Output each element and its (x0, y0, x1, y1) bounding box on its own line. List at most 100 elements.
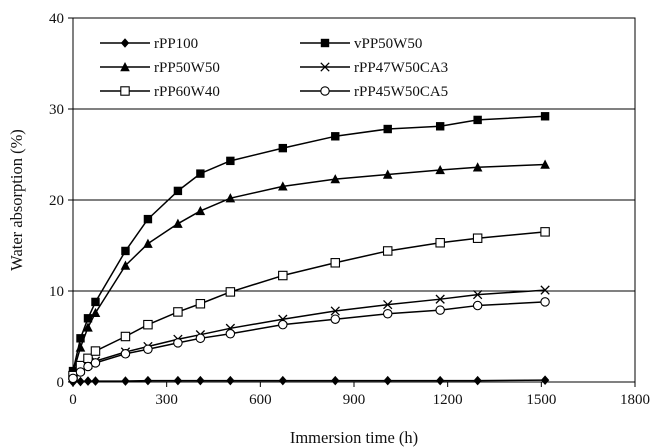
data-point-rPP45W50CA5-2 (83, 361, 93, 372)
data-point-vPP50W50-7 (196, 169, 205, 178)
y-tick-label-40: 40 (49, 11, 64, 27)
data-point-rPP50W50-7 (195, 205, 206, 216)
data-point-rPP45W50CA5-10 (330, 314, 341, 324)
data-point-rPP50W50-13 (472, 162, 483, 172)
data-point-rPP100-2 (83, 376, 93, 386)
data-point-rPP50W50-4 (120, 260, 131, 270)
data-point-rPP100-1 (76, 376, 85, 387)
data-point-rPP60W40-9 (278, 270, 288, 281)
data-point-vPP50W50-14 (540, 112, 550, 121)
x-tick-label-300: 300 (155, 392, 178, 408)
data-point-vPP50W50-10 (331, 132, 340, 141)
legend-label-rPP100: rPP100 (154, 36, 198, 52)
series-line-vPP50W50 (72, 115, 546, 372)
data-point-rPP60W40-4 (120, 331, 131, 342)
data-point-vPP50W50-11 (383, 124, 392, 134)
data-point-rPP60W40-10 (330, 258, 341, 268)
y-tick-label-20: 20 (49, 193, 64, 209)
data-point-vPP50W50-13 (473, 115, 482, 125)
x-tick-label-0: 0 (69, 392, 77, 408)
data-point-rPP45W50CA5-7 (195, 333, 206, 344)
data-point-rPP45W50CA5-14 (540, 297, 550, 307)
series-line-rPP45W50CA5 (72, 301, 546, 379)
series-rPP45W50CA5 (68, 297, 550, 384)
legend-marker-rPP45W50CA5 (320, 86, 330, 96)
data-point-vPP50W50-3 (91, 297, 100, 307)
series-rPP100 (68, 375, 550, 387)
data-point-rPP50W50-11 (382, 169, 393, 179)
data-point-rPP45W50CA5-3 (90, 358, 101, 368)
data-point-rPP100-9 (278, 375, 288, 386)
data-point-rPP50W50-12 (435, 164, 445, 175)
data-point-rPP60W40-8 (225, 287, 236, 297)
data-point-rPP50W50-1 (75, 342, 86, 352)
data-point-rPP60W40-14 (540, 227, 550, 237)
legend-entry-rPP60W40: rPP60W40 (100, 84, 220, 100)
data-point-rPP45W50CA5-5 (143, 344, 153, 354)
legend-label-rPP45W50CA5: rPP45W50CA5 (354, 84, 448, 100)
data-point-rPP60W40-3 (90, 346, 101, 356)
data-point-rPP60W40-13 (472, 233, 483, 243)
data-point-rPP45W50CA5-1 (75, 367, 86, 377)
data-point-rPP45W50CA5-6 (173, 338, 183, 348)
data-series (68, 112, 550, 387)
x-tick-label-600: 600 (249, 392, 272, 408)
data-point-rPP50W50-8 (225, 193, 236, 203)
x-tick-label-1500: 1500 (526, 392, 556, 408)
x-tick-label-900: 900 (343, 392, 366, 408)
data-point-rPP50W50-9 (278, 181, 288, 191)
data-point-vPP50W50-12 (435, 122, 445, 131)
data-point-rPP45W50CA5-4 (120, 349, 131, 359)
data-point-rPP100-6 (173, 375, 183, 386)
data-point-rPP50W50-5 (143, 238, 153, 248)
y-axis-title: Water absorption (%) (7, 129, 26, 271)
series-rPP47W50CA3 (68, 285, 550, 383)
data-point-vPP50W50-2 (83, 314, 93, 323)
data-point-vPP50W50-8 (226, 156, 235, 166)
legend-entry-vPP50W50: vPP50W50 (300, 36, 422, 52)
data-point-rPP100-10 (331, 375, 340, 386)
axes: 0 10 20 30 40 0 300 600 900 1200 1500 1800 (49, 11, 650, 408)
data-point-rPP50W50-2 (83, 322, 93, 332)
legend-label-rPP47W50CA3: rPP47W50CA3 (354, 60, 448, 76)
data-point-rPP100-7 (196, 375, 205, 386)
data-point-rPP100-3 (91, 376, 100, 386)
data-point-rPP50W50-14 (540, 159, 550, 169)
data-point-rPP60W40-6 (173, 307, 183, 317)
legend-entry-rPP100: rPP100 (100, 36, 198, 52)
data-point-rPP50W50-3 (90, 307, 101, 318)
legend-label-vPP50W50: vPP50W50 (354, 36, 422, 52)
data-point-rPP47W50CA3-13 (472, 289, 483, 300)
gridlines (73, 108, 635, 292)
data-point-rPP47W50CA3-10 (330, 306, 340, 316)
data-point-vPP50W50-6 (173, 186, 183, 196)
legend-entry-rPP50W50: rPP50W50 (100, 60, 220, 76)
legend: rPP100 vPP50W50 rPP50W50 rPP47W50CA3 rPP60W4… (100, 36, 448, 100)
series-vPP50W50 (68, 112, 550, 376)
legend-entry-rPP47W50CA3: rPP47W50CA3 (300, 60, 448, 76)
x-axis-title: Immersion time (h) (290, 428, 418, 447)
legend-label-rPP50W50: rPP50W50 (154, 60, 220, 76)
legend-marker-rPP60W40 (120, 86, 130, 96)
data-point-rPP100-13 (473, 375, 482, 386)
data-point-rPP60W40-11 (382, 246, 393, 256)
data-point-rPP100-4 (121, 376, 130, 386)
data-point-rPP60W40-7 (195, 298, 206, 309)
data-point-rPP100-14 (540, 375, 550, 385)
data-point-rPP47W50CA3-11 (383, 299, 393, 310)
data-point-rPP47W50CA3-14 (540, 285, 550, 295)
legend-marker-rPP100 (120, 38, 130, 48)
legend-marker-vPP50W50 (320, 38, 330, 48)
data-point-rPP100-5 (143, 375, 153, 386)
data-point-rPP60W40-12 (435, 238, 445, 248)
y-tick-label-30: 30 (49, 102, 64, 118)
data-point-vPP50W50-4 (121, 246, 130, 256)
y-tick-label-10: 10 (49, 284, 64, 300)
data-point-rPP45W50CA5-9 (278, 319, 288, 330)
series-rPP50W50 (68, 159, 550, 378)
data-point-vPP50W50-5 (143, 214, 153, 224)
legend-entry-rPP45W50CA5: rPP45W50CA5 (300, 84, 448, 100)
legend-marker-rPP50W50 (120, 62, 130, 72)
data-point-rPP100-12 (435, 375, 445, 386)
